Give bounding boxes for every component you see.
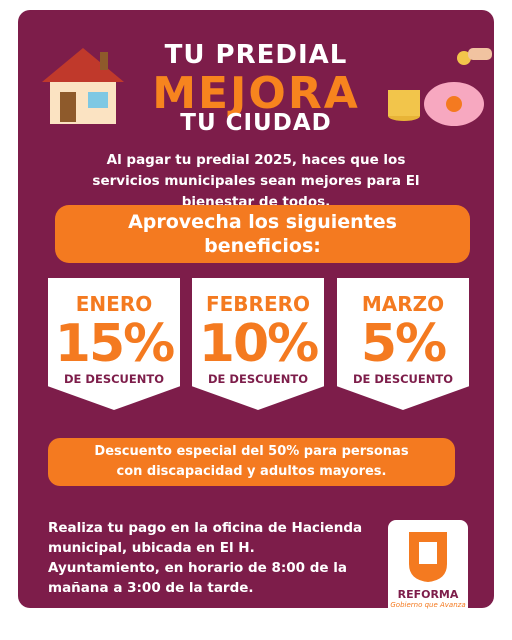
house-icon: [42, 48, 124, 124]
logo-name: REFORMA: [397, 588, 459, 601]
label: DE DESCUENTO: [208, 372, 308, 386]
logo: REFORMA Gobierno que Avanza: [388, 520, 468, 628]
benefits-text: Aprovecha los siguientes beneficios:: [128, 211, 397, 257]
label: DE DESCUENTO: [64, 372, 164, 386]
month: FEBRERO: [205, 292, 311, 316]
discount-card: FEBRERO 10% DE DESCUENTO: [192, 278, 324, 410]
footer-text: Realiza tu pago en la oficina de Haciend…: [48, 520, 363, 596]
percent: 5%: [360, 314, 447, 374]
month: MARZO: [361, 292, 445, 316]
savings-icon: [388, 48, 492, 126]
discount-card: ENERO 15% DE DESCUENTO: [48, 278, 180, 410]
title-bottom: TU CIUDAD: [180, 110, 332, 136]
title-main: MEJORA: [152, 68, 360, 119]
label: DE DESCUENTO: [353, 372, 453, 386]
special-text: Descuento especial del 50% para personas…: [94, 444, 409, 479]
percent: 10%: [198, 314, 319, 374]
benefits-heading: Aprovecha los siguientes beneficios:: [55, 205, 470, 263]
logo-shield: [409, 532, 447, 582]
percent: 15%: [54, 314, 175, 374]
title-top: TU PREDIAL: [164, 40, 348, 70]
logo-tagline: Gobierno que Avanza: [390, 601, 466, 609]
discount-card: MARZO 5% DE DESCUENTO: [337, 278, 469, 410]
month: ENERO: [75, 292, 153, 316]
special-banner: Descuento especial del 50% para personas…: [48, 438, 455, 486]
intro-text: Al pagar tu predial 2025, haces que los …: [92, 152, 420, 210]
